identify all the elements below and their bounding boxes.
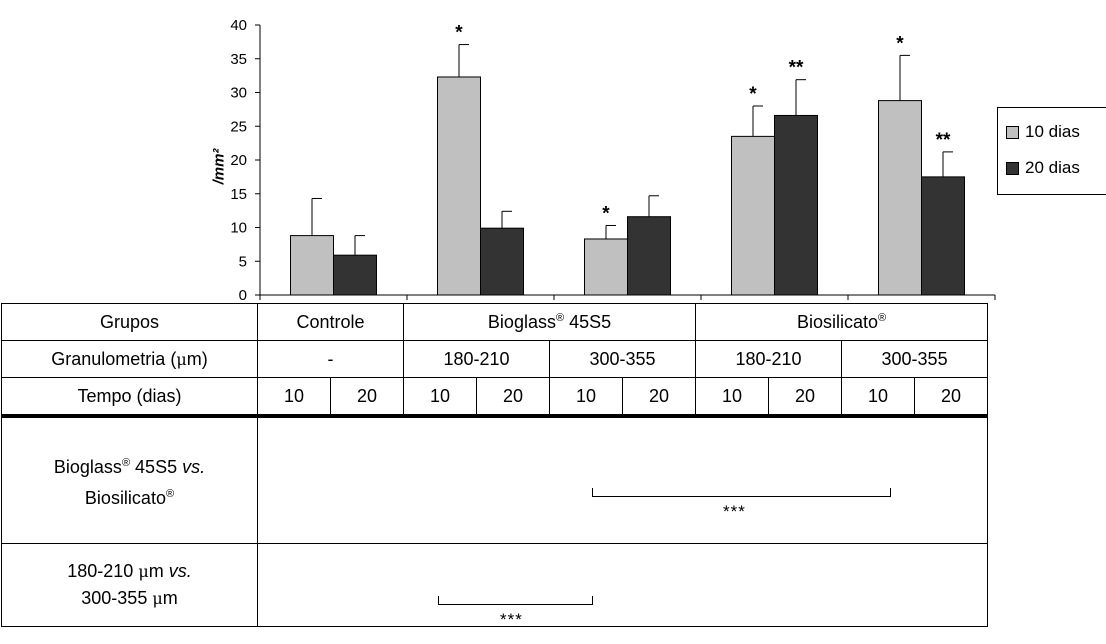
significance-mark: * [749,84,757,105]
y-axis: 0 5 10 15 20 25 30 35 40 [230,17,261,300]
bioglass-name: Bioglass [487,311,556,332]
cmp1-bioglass: Bioglass [53,456,122,477]
bar [480,227,524,296]
registered-mark: ® [878,311,887,324]
cell-comparison-size-label: 180-210 μm vs. 300-355 μm [1,543,258,627]
y-tick-label: 0 [239,287,247,300]
cmp1-vs: vs. [182,456,206,477]
cell-tempo: 10 [403,377,478,418]
cell-tempo: 10 [257,377,331,418]
cell-tempo: 10 [695,377,770,418]
cell-gran-biosilicato-300: 300-355 [841,340,989,378]
legend-swatch-20-dias [1006,161,1019,175]
gran-label-pre: Granulometria ( [51,348,177,369]
legend-label-10-dias: 10 dias [1025,122,1080,141]
cmp1-biosilicato: Biosilicato [84,487,166,508]
y-tick-label: 25 [230,118,247,135]
cmp2-vs: vs. [168,561,192,581]
cell-tempo: 20 [768,377,843,418]
y-axis-label: /mm² [210,148,228,185]
y-tick-label: 30 [230,85,247,102]
significance-mark: * [455,23,463,44]
legend-label-20-dias: 20 dias [1025,158,1080,177]
bar [290,235,334,296]
mu-symbol: μ [138,562,149,581]
table-row-comparison-material: Bioglass® 45S5 vs. Biosilicato® [1,415,989,544]
legend-item-10-dias: 10 dias [1006,119,1080,145]
y-tick-label: 40 [230,17,247,34]
y-tick-label: 20 [230,152,247,169]
bar [584,238,628,296]
mu-symbol: μ [176,349,187,369]
table-row-groups: Grupos Controle Bioglass® 45S5 Biosilica… [1,303,989,341]
y-tick-label: 15 [230,186,247,203]
bracket-material-comparison [592,488,891,497]
cell-tempo-label: Tempo (dias) [1,377,258,418]
registered-mark: ® [555,311,565,324]
legend: 10 dias 20 dias [997,107,1106,195]
cmp2-m: m [148,561,169,581]
table-row-tempo: Tempo (dias) 10 20 10 20 10 20 10 20 10 … [1,377,989,418]
legend-swatch-10-dias [1006,125,1019,139]
gran-label-post: m) [186,348,208,369]
bar [627,216,671,296]
cell-tempo: 20 [622,377,697,418]
cell-bioglass: Bioglass® 45S5 [403,303,697,341]
cell-comparison-material-label: Bioglass® 45S5 vs. Biosilicato® [1,415,258,544]
bar [878,100,922,296]
cell-granulometria-label: Granulometria (μm) [1,340,258,378]
significance-mark: ** [936,130,951,151]
mu-symbol: μ [152,589,163,608]
cell-controle: Controle [256,303,405,341]
cell-tempo: 20 [914,377,989,418]
cmp2-m: m [162,588,178,608]
bars: ******** [290,23,965,296]
bar [921,176,965,296]
cell-comparison-size-bracket [256,543,989,627]
significance-mark: * [896,33,904,54]
cell-tempo: 10 [549,377,624,418]
bracket-size-comparison [438,596,593,605]
bioglass-suffix: 45S5 [564,311,612,332]
bar [731,135,775,296]
legend-item-20-dias: 20 dias [1006,155,1080,181]
cell-gran-bioglass-300: 300-355 [549,340,697,378]
cmp1-45s5: 45S5 [130,456,183,477]
table-row-comparison-size: 180-210 μm vs. 300-355 μm [1,543,989,627]
cell-gran-controle: - [256,340,405,378]
cell-tempo: 20 [476,377,551,418]
biosilicato-name: Biosilicato [796,311,879,332]
stars-size-comparison: *** [500,610,523,629]
significance-mark: ** [789,58,804,79]
cell-tempo: 10 [841,377,916,418]
cell-groups-label: Grupos [1,303,258,341]
cell-biosilicato: Biosilicato® [695,303,989,341]
cell-gran-biosilicato-180: 180-210 [695,340,843,378]
bar [437,76,481,296]
cell-gran-bioglass-180: 180-210 [403,340,551,378]
registered-mark: ® [165,487,175,500]
cmp2-180: 180-210 [67,561,139,581]
y-tick-label: 10 [230,220,247,237]
cell-comparison-material-bracket [256,415,989,544]
cell-tempo: 20 [329,377,405,418]
registered-mark: ® [121,456,131,469]
x-axis [259,294,996,300]
y-tick-label: 5 [239,253,247,270]
y-tick-label: 35 [230,51,247,68]
cmp2-300: 300-355 [81,588,153,608]
bar [333,254,377,296]
significance-mark: * [602,203,610,224]
stars-material-comparison: *** [723,502,746,521]
groups-table: Grupos Controle Bioglass® 45S5 Biosilica… [1,303,989,627]
table-row-granulometria: Granulometria (μm) - 180-210 300-355 180… [1,340,989,378]
bar [774,114,818,296]
